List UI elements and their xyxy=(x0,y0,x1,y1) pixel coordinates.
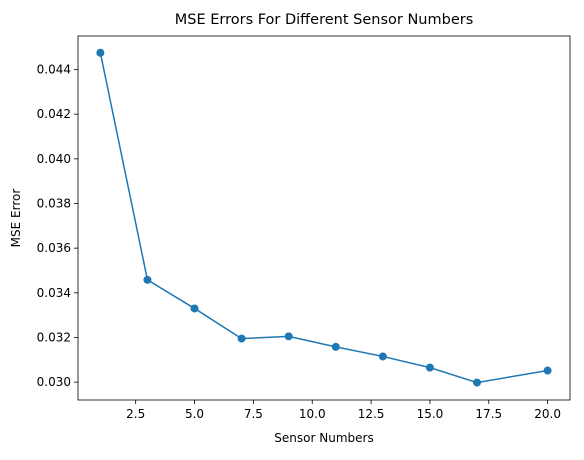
data-point xyxy=(425,363,434,372)
x-tick-label: 20.0 xyxy=(534,407,561,421)
y-tick-label: 0.042 xyxy=(37,107,71,121)
data-point xyxy=(96,48,105,57)
series-layer xyxy=(96,48,552,387)
x-tick-label: 5.0 xyxy=(185,407,204,421)
y-axis-label: MSE Error xyxy=(9,189,23,248)
y-tick-label: 0.034 xyxy=(37,286,71,300)
y-tick-label: 0.036 xyxy=(37,241,71,255)
y-tick-label: 0.040 xyxy=(37,152,71,166)
series-line xyxy=(99,52,548,384)
y-tick-label: 0.032 xyxy=(37,330,71,344)
data-point xyxy=(543,366,552,375)
plot-frame xyxy=(77,35,571,401)
data-point xyxy=(331,342,340,351)
data-point xyxy=(190,304,199,313)
x-axis: 2.5 5.0 7.5 10.0 12.5 15.0 17.5 20.0 xyxy=(126,400,561,421)
data-point xyxy=(473,378,482,387)
x-tick-label: 12.5 xyxy=(358,407,385,421)
data-point xyxy=(143,275,152,284)
x-tick-label: 17.5 xyxy=(475,407,502,421)
data-point xyxy=(378,352,387,361)
data-point xyxy=(237,334,246,343)
y-tick-label: 0.044 xyxy=(37,62,71,76)
y-tick-label: 0.038 xyxy=(37,196,71,210)
y-tick-label: 0.030 xyxy=(37,375,71,389)
x-tick-label: 7.5 xyxy=(244,407,263,421)
y-axis: 0.030 0.032 0.034 0.036 0.038 0.040 0.042 0.044 xyxy=(37,62,78,389)
x-axis-label: Sensor Numbers xyxy=(274,431,373,445)
x-tick-label: 15.0 xyxy=(417,407,444,421)
chart-title: MSE Errors For Different Sensor Numbers xyxy=(175,12,474,28)
x-tick-label: 2.5 xyxy=(126,407,145,421)
x-tick-label: 10.0 xyxy=(299,407,326,421)
plot-area xyxy=(77,35,571,401)
data-point xyxy=(284,332,293,341)
